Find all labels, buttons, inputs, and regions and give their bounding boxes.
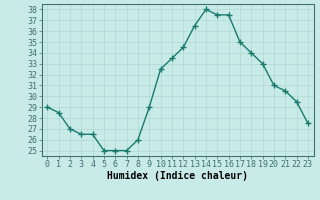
- X-axis label: Humidex (Indice chaleur): Humidex (Indice chaleur): [107, 171, 248, 181]
